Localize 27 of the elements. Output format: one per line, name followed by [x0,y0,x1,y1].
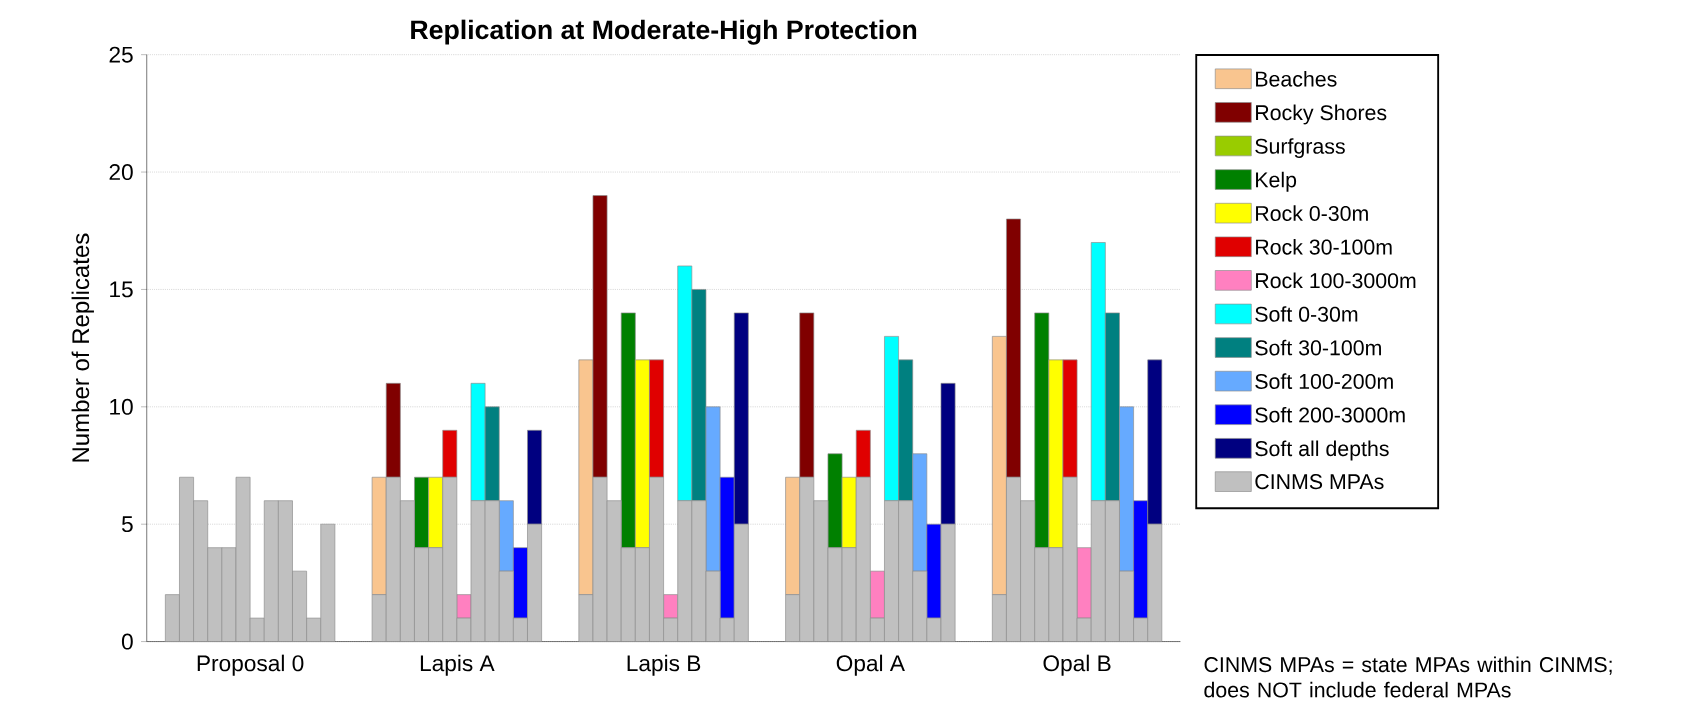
y-tick-label: 25 [109,46,133,63]
y-axis-title: Number of Replicates [71,233,94,462]
y-tick-label: 20 [109,163,133,180]
y-tick-label: 15 [110,281,133,298]
x-tick-label: Lapis B [627,654,701,676]
y-tick-label: 0 [121,633,133,650]
y-tick-label: 5 [121,516,133,532]
legend-label: Rock 100-3000m [1256,272,1416,289]
legend-label: Rocky Shores [1256,104,1387,125]
legend-label: Rock 30-100m [1256,238,1392,255]
legend-label: Soft 0-30m [1255,306,1358,322]
legend-label: CINMS MPAs [1255,473,1384,490]
legend-label: Rock 0-30m [1256,205,1368,221]
legend-label: Soft 100-200m [1255,373,1393,389]
legend-label: Soft 200-3000m [1255,406,1405,423]
y-tick-label: 10 [110,398,133,415]
x-tick-label: Proposal 0 [197,654,304,676]
legend-label: Soft 30-100m [1255,339,1381,356]
chart-title: Replication at Moderate-High Protection [411,19,917,45]
x-tick-label: Lapis A [420,654,495,676]
legend-label: Surfgrass [1255,138,1345,158]
legend-label: Soft all depths [1255,440,1389,461]
text: CINMS MPAs = state MPAs within CINMS; does NOT include federal MPAs [1204,656,1612,698]
x-tick-label: Opal B [1043,654,1111,676]
legend-label: Kelp [1256,171,1297,192]
x-tick-label: Opal A [836,654,905,676]
legend-label: Beaches [1256,70,1337,87]
